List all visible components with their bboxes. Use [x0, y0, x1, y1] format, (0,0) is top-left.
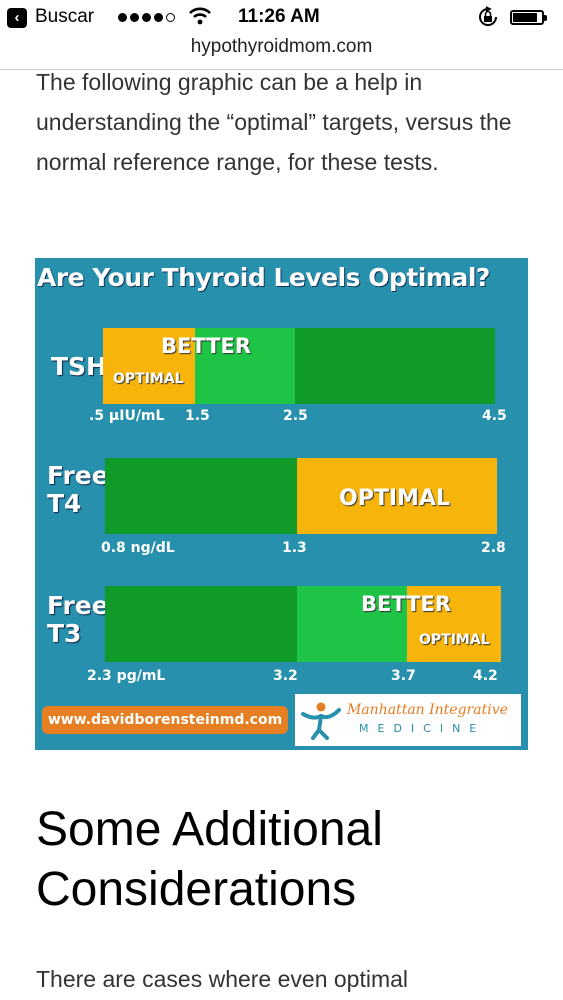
website-badge: www.davidborensteinmd.com [42, 706, 288, 734]
t3-tick: 4.2 [473, 668, 498, 684]
t3-tick: 3.7 [391, 668, 416, 684]
t4-optimal-label: OPTIMAL [339, 486, 450, 511]
section-heading: Some Additional Considerations [36, 803, 383, 916]
tsh-optimal-label: OPTIMAL [113, 371, 184, 387]
logo-subtitle: MEDICINE [359, 722, 486, 735]
t3-optimal-label: OPTIMAL [419, 632, 490, 648]
graphic-title: Are Your Thyroid Levels Optimal? [37, 263, 490, 292]
t4-label-line2: T4 [47, 489, 82, 518]
tsh-better-label: BETTER [161, 334, 251, 358]
t4-optimal-segment [297, 458, 497, 534]
t3-better-label: BETTER [361, 592, 451, 616]
tsh-tick: .5 µIU/mL [89, 408, 165, 424]
clock: 11:26 AM [238, 6, 320, 27]
back-to-search-link[interactable]: Buscar [35, 6, 95, 27]
t4-label-line1: Free [47, 461, 109, 490]
t3-tick: 2.3 pg/mL [87, 668, 166, 684]
t4-normal-segment [105, 458, 297, 534]
tsh-label: TSH [51, 352, 107, 381]
t4-tick: 1.3 [282, 540, 307, 556]
intro-paragraph: The following graphic can be a help in u… [36, 69, 512, 175]
logo-name: Manhattan Integrative [347, 702, 508, 718]
tsh-normal-segment [295, 328, 495, 404]
thyroid-levels-graphic: Are Your Thyroid Levels Optimal? TSH BET… [35, 258, 528, 750]
status-bar: ‹ Buscar 11:26 AM [0, 0, 563, 34]
tsh-optimal-segment [103, 328, 195, 404]
t3-tick: 3.2 [273, 668, 298, 684]
orientation-lock-icon [479, 6, 497, 26]
t3-label-line2: T3 [47, 619, 82, 648]
tsh-better-segment [195, 328, 295, 404]
battery-icon [510, 10, 547, 25]
t3-normal-segment [105, 586, 297, 662]
person-figure-icon [301, 702, 341, 740]
manhattan-integrative-logo: Manhattan Integrative MEDICINE [295, 694, 521, 746]
t3-optimal-segment [407, 586, 501, 662]
signal-strength-icon [118, 13, 175, 22]
wifi-icon [189, 7, 211, 25]
tsh-tick: 4.5 [482, 408, 507, 424]
t4-tick: 0.8 ng/dL [101, 540, 175, 556]
back-chevron-icon[interactable]: ‹ [7, 8, 27, 28]
t3-label: Free T3 [47, 592, 109, 648]
t3-label-line1: Free [47, 591, 109, 620]
tsh-tick: 2.5 [283, 408, 308, 424]
t4-tick: 2.8 [481, 540, 506, 556]
tsh-tick: 1.5 [185, 408, 210, 424]
body-paragraph: There are cases where even optimal [36, 966, 409, 992]
t3-better-segment [297, 586, 407, 662]
url-bar[interactable]: hypothyroidmom.com [0, 34, 563, 70]
t4-label: Free T4 [47, 462, 109, 518]
